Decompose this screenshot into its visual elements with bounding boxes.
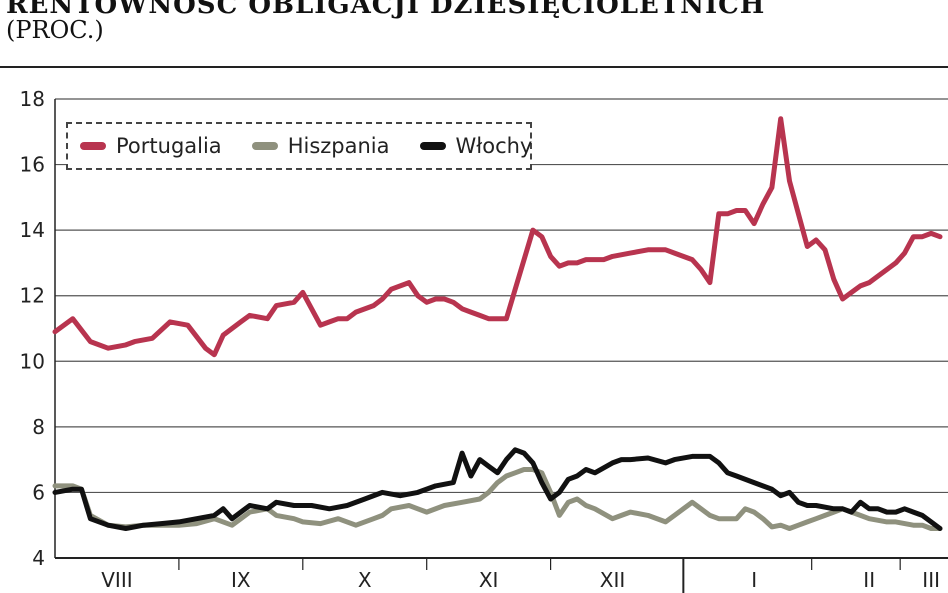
chart-subtitle: (PROC.) — [6, 16, 104, 44]
x-tick-label: XI — [479, 568, 499, 592]
x-tick-label: I — [751, 568, 757, 592]
y-tick-label: 18 — [20, 87, 45, 111]
x-tick-label: III — [922, 568, 940, 592]
x-tick-label: II — [863, 568, 875, 592]
legend-swatch-wlochy — [419, 142, 446, 150]
legend-swatch-portugalia — [80, 142, 106, 150]
legend-item-hiszpania: Hiszpania — [251, 134, 390, 158]
legend-label-portugalia: Portugalia — [116, 134, 222, 158]
y-tick-label: 6 — [32, 480, 45, 504]
series-line-włochy — [52, 447, 943, 531]
y-tick-label: 12 — [20, 284, 45, 308]
chart-title: RENTOWNOŚĆ OBLIGACJI DZIESIĘCIOLETNICH — [6, 0, 766, 20]
title-divider — [0, 66, 948, 68]
y-tick-label: 8 — [32, 415, 45, 439]
y-tick-label: 4 — [32, 546, 45, 570]
series-lines — [52, 116, 943, 531]
x-tick-label: VIII — [101, 568, 132, 592]
y-axis-ticks: 4 6 8 10 12 14 16 18 — [20, 87, 45, 570]
x-tick-label: IX — [231, 568, 251, 592]
legend-item-wlochy: Włochy — [419, 134, 533, 158]
x-axis: VIII IX X XI XII I II III — [101, 558, 940, 593]
legend-swatch-hiszpania — [251, 142, 278, 150]
legend-item-portugalia: Portugalia — [80, 134, 222, 158]
series-line-portugalia — [52, 116, 943, 358]
y-tick-label: 14 — [20, 218, 45, 242]
x-tick-label: XII — [600, 568, 626, 592]
legend: Portugalia Hiszpania Włochy — [66, 122, 532, 170]
y-tick-label: 16 — [20, 153, 45, 177]
legend-label-hiszpania: Hiszpania — [287, 134, 390, 158]
series-line-hiszpania — [52, 467, 943, 531]
legend-label-wlochy: Włochy — [455, 134, 533, 158]
x-tick-label: X — [358, 568, 372, 592]
y-tick-label: 10 — [20, 349, 45, 373]
